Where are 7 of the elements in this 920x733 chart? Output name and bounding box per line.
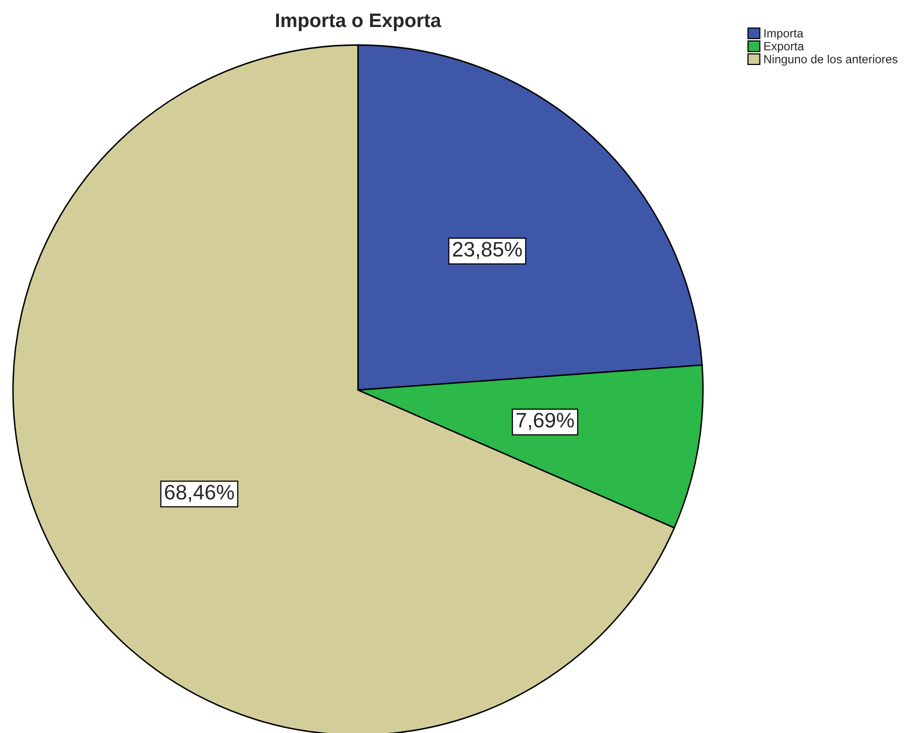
data-label: 7,69% bbox=[516, 412, 574, 430]
data-label: 23,85% bbox=[452, 242, 522, 260]
data-label: 68,46% bbox=[165, 484, 234, 502]
legend-label: Importa bbox=[764, 29, 804, 40]
legend-label: Exporta bbox=[764, 42, 804, 53]
legend-label: Ninguno de los anteriores bbox=[764, 54, 898, 66]
chart-title: Importa o Exporta bbox=[276, 14, 442, 32]
